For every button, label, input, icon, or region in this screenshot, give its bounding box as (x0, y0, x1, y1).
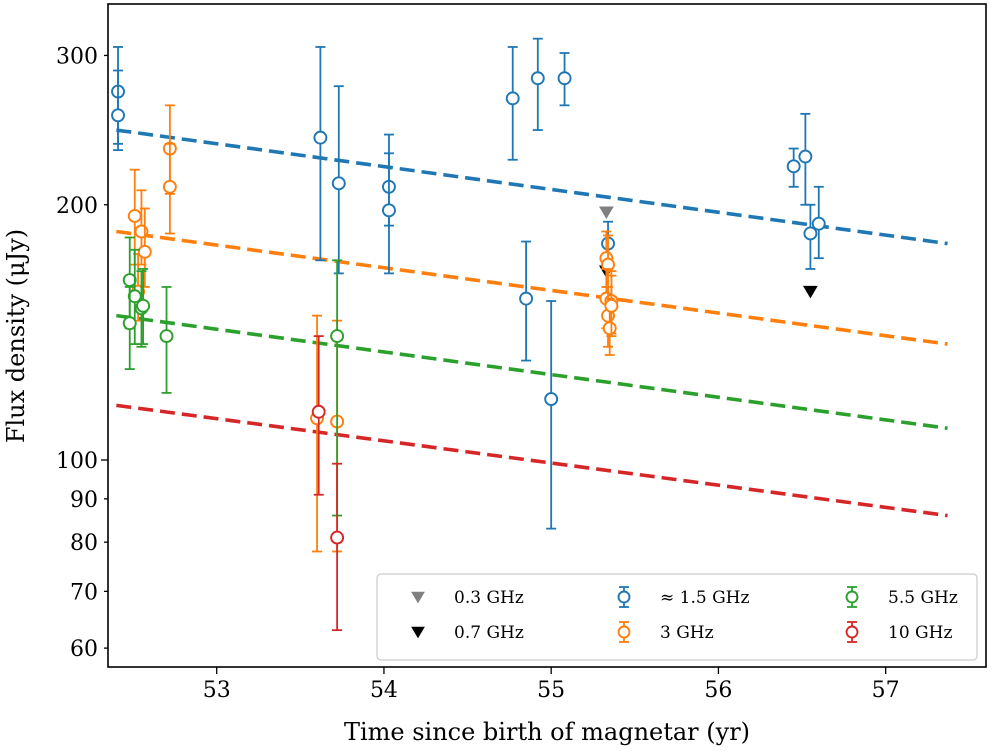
data-point (127, 209, 142, 223)
data-point (798, 149, 813, 164)
y-tick-label: 80 (70, 531, 98, 556)
x-tick-label: 54 (370, 678, 398, 703)
legend-label: ≈ 1.5 GHz (660, 588, 749, 608)
data-point (122, 316, 137, 331)
legend-marker-circle (845, 590, 859, 604)
data-point (313, 130, 328, 145)
legend-label: 5.5 GHz (888, 588, 958, 608)
data-point (557, 71, 572, 86)
y-tick-label: 300 (56, 44, 98, 69)
data-point (330, 530, 345, 545)
data-point (602, 321, 617, 336)
plot-marks (111, 37, 948, 632)
x-tick-label: 55 (537, 678, 565, 703)
legend-label: 0.3 GHz (454, 588, 524, 608)
plot-frame (107, 3, 987, 668)
x-tick-label: 57 (872, 678, 900, 703)
legend-marker-circle (617, 625, 631, 639)
legend-marker-triangle (411, 626, 425, 639)
upper-limit-marker (803, 285, 818, 299)
data-point (159, 329, 174, 344)
data-point (505, 91, 520, 106)
legend: 0.3 GHz 0.7 GHz ≈ 1.5 GHz 3 GHz 5.5 GHz 10 GH… (376, 573, 978, 661)
legend-label: 10 GHz (888, 623, 952, 643)
y-tick-label: 70 (70, 580, 98, 605)
y-axis: 60 70 80 90 100 200 300 (56, 44, 108, 662)
legend-marker-triangle (411, 591, 425, 604)
data-point (604, 298, 619, 313)
legend-label: 0.7 GHz (454, 623, 524, 643)
data-point (111, 108, 125, 123)
data-point (136, 298, 151, 313)
data-point (786, 159, 801, 174)
data-point (137, 244, 152, 259)
data-point (382, 203, 396, 218)
data-point (544, 392, 559, 407)
y-tick-label: 100 (56, 449, 98, 474)
x-tick-label: 53 (203, 678, 231, 703)
data-point (811, 216, 826, 231)
y-tick-label: 60 (70, 637, 98, 662)
fit-line (116, 128, 948, 246)
fit-line (116, 403, 948, 518)
upper-limit-marker (598, 206, 614, 220)
data-point (530, 71, 545, 86)
x-tick-label: 56 (704, 678, 732, 703)
legend-label: 3 GHz (660, 623, 714, 643)
y-axis-label: Flux density (μJy) (2, 229, 30, 443)
legend-box (376, 573, 978, 661)
x-axis-label: Time since birth of magnetar (yr) (344, 718, 750, 746)
fit-line (116, 313, 948, 431)
data-point (330, 329, 345, 344)
y-tick-label: 200 (56, 194, 98, 219)
data-point (803, 226, 818, 241)
data-point (162, 179, 177, 194)
x-axis: 53 54 55 56 57 (203, 667, 900, 703)
fit-line (116, 229, 948, 346)
legend-marker-circle (617, 590, 631, 604)
data-point (331, 176, 346, 191)
data-point (519, 291, 534, 306)
y-tick-label: 90 (70, 488, 98, 513)
legend-marker-circle (845, 625, 859, 639)
data-point (311, 404, 326, 419)
